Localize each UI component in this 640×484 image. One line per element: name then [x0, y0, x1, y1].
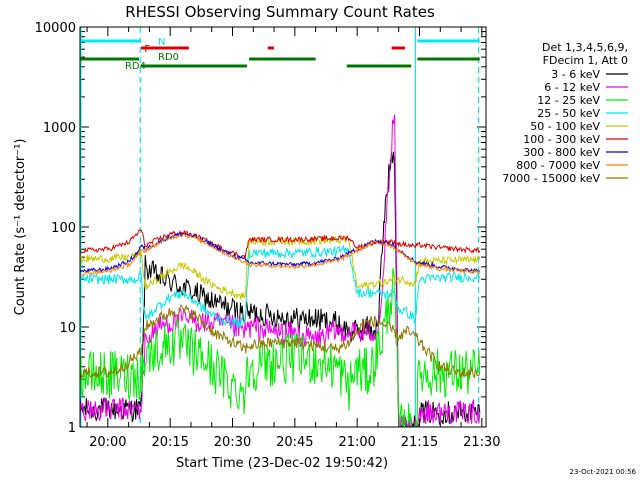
legend: Det 1,3,4,5,6,9, FDecim 1, Att 0 3 - 6 k…	[502, 41, 628, 185]
y-tick-label: 10000	[35, 21, 76, 36]
x-tick-label: 21:00	[338, 435, 375, 450]
legend-label-2: 6 - 12 keV	[544, 81, 600, 94]
series-line-4	[80, 244, 481, 329]
flag-label-rd4: RD4	[125, 61, 146, 72]
series-line-9	[80, 304, 481, 381]
legend-label-7: 300 - 800 keV	[523, 146, 600, 159]
flag-label-n: N	[158, 37, 165, 48]
y-tick-label: 100	[51, 221, 76, 236]
x-tick-label: 21:30	[463, 435, 500, 450]
legend-header-line-2: FDecim 1, Att 0	[543, 54, 628, 67]
flag-label-rd0: RD0	[158, 52, 179, 63]
series-line-8	[80, 233, 481, 277]
x-tick-label: 20:45	[276, 435, 313, 450]
y-tick-label: 10	[59, 321, 76, 336]
x-axis-label: Start Time (23-Dec-02 19:50:42)	[176, 456, 388, 471]
legend-label-4: 25 - 50 keV	[537, 107, 600, 120]
series-line-3	[80, 268, 481, 427]
legend-header-line-1: Det 1,3,4,5,6,9,	[542, 41, 628, 54]
series-group	[80, 114, 481, 427]
flag-label-f: F	[144, 44, 150, 55]
legend-label-5: 50 - 100 keV	[530, 120, 600, 133]
legend-label-8: 800 - 7000 keV	[516, 159, 600, 172]
chart-title: RHESSI Observing Summary Count Rates	[125, 3, 435, 21]
y-tick-label: 1000	[43, 121, 76, 136]
legend-label-3: 12 - 25 keV	[537, 94, 600, 107]
y-axis-label: Count Rate (s⁻¹ detector⁻¹)	[13, 139, 28, 316]
legend-label-1: 3 - 6 keV	[551, 68, 600, 81]
y-tick-label: 1	[68, 421, 76, 436]
series-line-6	[80, 229, 481, 260]
x-tick-label: 20:15	[151, 435, 188, 450]
plot-frame	[79, 26, 487, 428]
x-tick-label: 21:15	[401, 435, 438, 450]
legend-label-6: 100 - 300 keV	[523, 133, 600, 146]
footer-timestamp: 23-Oct-2021 00:56	[570, 468, 637, 476]
x-tick-label: 20:00	[89, 435, 126, 450]
series-line-2	[80, 114, 481, 427]
series-line-1	[80, 151, 481, 427]
legend-label-9: 7000 - 15000 keV	[502, 172, 600, 185]
x-tick-label: 20:30	[214, 435, 251, 450]
plot-area: 1 10 100 1000 10000 20:00 20:15 20:30 20:45 21:00…	[35, 21, 501, 450]
